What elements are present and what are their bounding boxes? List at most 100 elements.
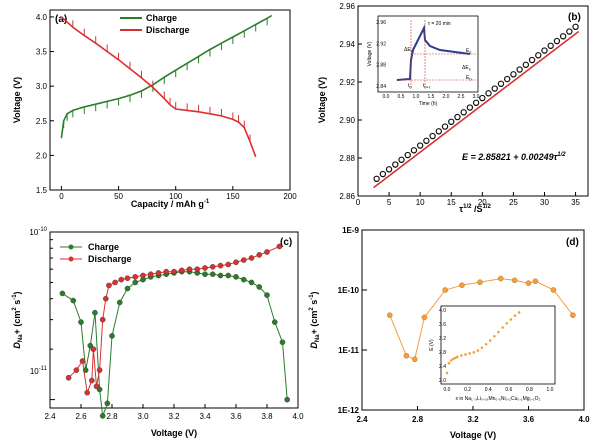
panel-b-ytick-label: 2.94	[339, 40, 355, 49]
panel-a-label: (a)	[55, 14, 67, 25]
panel-c-charge-point	[99, 413, 106, 419]
panel-b-data-point	[553, 37, 561, 45]
inset-d-xtick-label: 0.6	[505, 387, 512, 393]
panel-b-xtick-label: 35	[571, 198, 580, 207]
panel-c-xlabel: Voltage (V)	[151, 428, 197, 438]
panel-c-charge-point	[240, 276, 247, 283]
panel-c-charge-point	[233, 274, 239, 280]
panel-d-ytick-label: 1E-11	[338, 346, 359, 355]
legend-c-discharge-label: Discharge	[88, 254, 132, 264]
panel-b-ytick-label: 2.88	[339, 154, 355, 163]
panel-b-xtick-label: 30	[540, 198, 549, 207]
inset-d-xtick-label: 0.4	[485, 387, 492, 393]
panel-d-xtick-label: 3.2	[467, 415, 479, 424]
panel-c-ylabel: DNa+ (cm2 s-1)	[12, 291, 24, 348]
panel-a: (a) 0 50 100 150 200 1.5 2.0 2.5 3.0 3.5 4.0 Charg…	[12, 9, 297, 209]
panel-a-ytick-label: 3.5	[36, 48, 48, 57]
panel-b-data-point	[535, 52, 542, 59]
inset-b-xtick-label: 2.0	[443, 94, 450, 100]
panel-b-xtick-label: 15	[447, 198, 456, 207]
panel-c-series-charge-line	[62, 271, 288, 417]
inset-b-curve	[396, 24, 471, 81]
inset-d-xlabel: x in Na₁₋ₓLi₀.₀₆Mn₀.₅Ni₀.₂Cu₀.₁Mg₀.₁O₂	[456, 396, 541, 402]
panel-c-discharge-point	[256, 252, 263, 258]
panel-b-data-point	[466, 104, 474, 111]
inset-d-point	[468, 352, 471, 355]
panel-c-charge-point	[271, 319, 278, 325]
panel-c-discharge-point	[194, 266, 201, 272]
inset-d-ytick-label: 3.2	[439, 336, 446, 342]
panel-a-ytick-label: 2.0	[36, 151, 48, 160]
inset-d-point	[513, 314, 517, 317]
panel-c-discharge-point	[118, 276, 125, 283]
panel-a-xtick-label: 200	[283, 192, 297, 201]
panel-d-point	[532, 278, 539, 285]
inset-b-des: ΔEs	[462, 65, 471, 72]
panel-c-charge-point	[59, 290, 66, 297]
panel-c-discharge-point	[147, 271, 154, 278]
panel-d-point	[442, 287, 449, 293]
panel-d-xtick-label: 2.8	[412, 415, 424, 424]
inset-d-point	[488, 339, 492, 342]
inset-b-es: Es	[466, 48, 471, 55]
inset-b-xtick-label: 1.0	[413, 94, 420, 100]
panel-b-ytick-label: 2.96	[339, 2, 355, 11]
inset-d-point	[451, 357, 455, 361]
panel-b-data-point	[528, 56, 536, 64]
panel-a-ylabel: Voltage (V)	[12, 77, 22, 123]
inset-d-ytick-label: 4.0	[439, 308, 446, 314]
panel-b-xlabel: τ1/2 /S1/2	[459, 204, 491, 214]
panel-b-data-point	[503, 75, 511, 83]
panel-d-point	[459, 282, 465, 289]
panel-b-data-point	[416, 142, 424, 149]
panel-b-xtick-label: 10	[416, 198, 425, 207]
panel-b-data-point	[379, 170, 387, 178]
panel-c-discharge-point	[186, 266, 193, 272]
inset-d-ytick-label: 2.0	[439, 378, 446, 384]
panel-d-point	[477, 279, 483, 285]
panel-b-data-point	[404, 151, 411, 159]
inset-d-point	[497, 330, 500, 334]
panel-d-xtick-label: 3.6	[523, 415, 535, 424]
panel-c: (c) 2.4 2.6 2.8 3.0 3.2 3.4 3.6 3.8 4.0 Charge D…	[12, 227, 304, 438]
panel-c-discharge-point	[99, 316, 106, 323]
panel-b-data-point	[472, 99, 480, 107]
inset-b-de1: ΔEτ	[404, 47, 413, 54]
panel-c-discharge-point	[202, 265, 208, 271]
panel-c-discharge-point	[73, 367, 80, 373]
panel-b-data-point	[373, 175, 380, 182]
panel-c-discharge-point	[209, 263, 216, 270]
panel-b-data-point	[398, 156, 405, 163]
inset-d-point	[493, 334, 496, 338]
panel-d-ytick-label: 1E-9	[342, 226, 359, 235]
panel-b-data-point	[572, 23, 579, 30]
inset-d-point	[447, 361, 451, 365]
panel-b-data-point	[423, 137, 430, 144]
panel-b-label: (b)	[568, 12, 581, 23]
panel-c-xtick-label: 3.0	[137, 412, 149, 421]
panel-c-charge-point	[209, 271, 216, 278]
panel-c-charge-point	[116, 299, 123, 306]
panel-b-data-point	[485, 90, 492, 97]
inset-d-point	[476, 349, 480, 352]
panel-c-charge-point	[264, 292, 270, 298]
panel-d-xtick-label: 4.0	[578, 415, 590, 424]
panel-c-charge-point	[202, 271, 208, 278]
panel-c-charge-point	[104, 400, 111, 407]
panel-a-xtick-label: 100	[169, 192, 183, 201]
panel-a-ytick-label: 3.0	[36, 82, 48, 91]
panel-a-series-charge-line	[60, 14, 273, 139]
panel-c-charge-point	[132, 279, 139, 286]
inset-d-point	[484, 343, 488, 346]
legend-discharge-label: Discharge	[146, 25, 190, 35]
panel-c-charge-point	[87, 342, 94, 349]
inset-d-point	[449, 359, 453, 362]
panel-c-discharge-point	[240, 257, 247, 263]
panel-c-discharge-point	[89, 377, 95, 384]
inset-b-ytick-label: 2.96	[376, 20, 386, 26]
panel-a-ytick-label: 1.5	[36, 186, 48, 195]
panel-c-xtick-label: 2.6	[75, 412, 87, 421]
inset-d-ylabel: E (V)	[429, 339, 435, 351]
panel-b-ylabel: Voltage (V)	[317, 77, 327, 123]
